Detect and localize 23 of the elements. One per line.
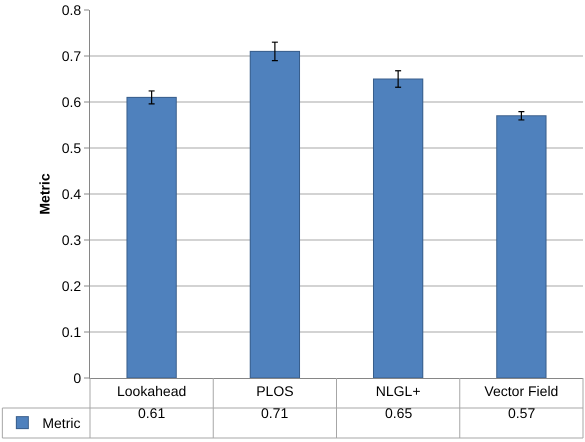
x-tick-label: Vector Field — [484, 382, 558, 399]
bar — [126, 96, 177, 378]
data-label: 0.57 — [508, 405, 536, 421]
y-tick-label: 0.6 — [62, 94, 82, 110]
data-label: 0.61 — [138, 405, 166, 421]
x-tick-label: Lookahead — [116, 382, 186, 399]
data-label: 0.65 — [385, 405, 412, 421]
y-tick-label: 0.7 — [62, 48, 82, 64]
y-tick-label: 0.2 — [62, 278, 82, 294]
y-tick-label: 0.8 — [62, 2, 82, 18]
y-tick-label: 0.3 — [62, 232, 82, 248]
y-tick-label: 0.1 — [62, 324, 82, 340]
bar — [496, 115, 547, 378]
x-tick-label: PLOS — [256, 382, 294, 399]
y-tick-label: 0.4 — [62, 186, 82, 202]
data-label: 0.71 — [261, 405, 288, 421]
bar — [372, 78, 424, 378]
legend-label: Metric — [42, 415, 80, 432]
y-tick-label: 0 — [73, 370, 82, 386]
x-tick-label: NLGL+ — [376, 382, 421, 399]
y-axis-title: Metric — [36, 173, 52, 215]
bar — [250, 50, 300, 378]
y-tick-label: 0.5 — [62, 140, 82, 156]
